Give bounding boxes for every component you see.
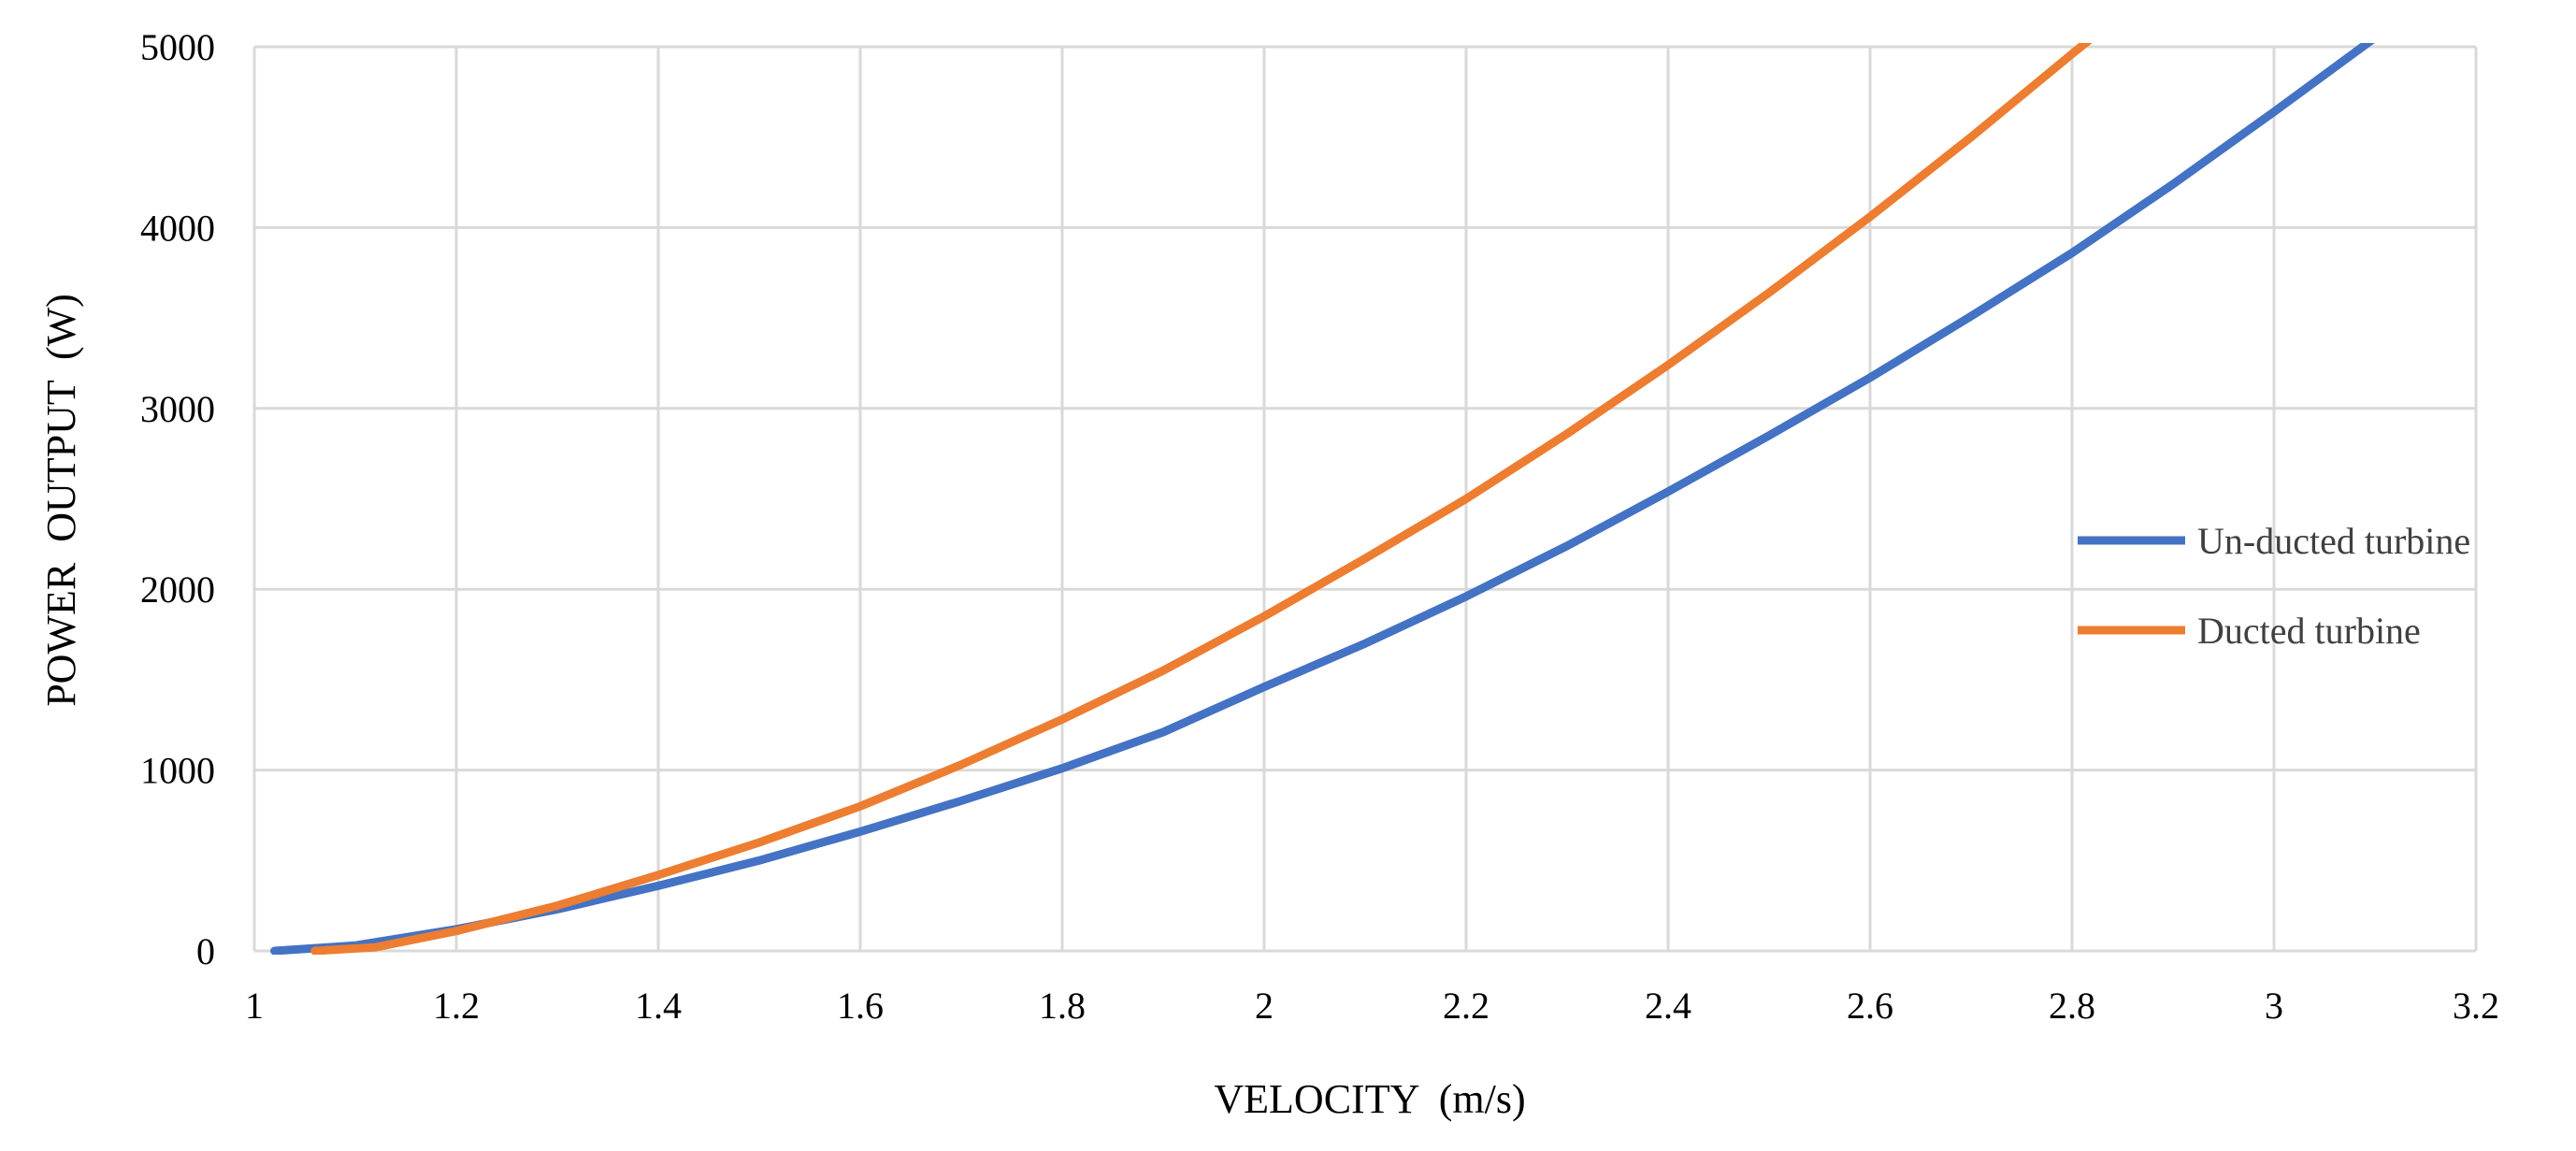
legend: Un-ducted turbine Ducted turbine	[2078, 520, 2470, 652]
x-tick-label: 2.8	[2049, 985, 2095, 1027]
y-tick-label: 4000	[140, 207, 215, 249]
y-axis-tick-labels: 0 1000 2000 3000 4000 5000	[140, 26, 215, 972]
series-lines	[270, 43, 2375, 955]
y-tick-label: 2000	[140, 568, 215, 611]
x-tick-label: 1.8	[1039, 985, 1086, 1027]
y-tick-label: 1000	[140, 750, 215, 792]
legend-label: Ducted turbine	[2197, 610, 2421, 652]
x-tick-label: 1.6	[837, 985, 884, 1027]
y-axis-title: POWER OUTPUT (W)	[38, 294, 84, 707]
x-tick-label: 2	[1255, 985, 1274, 1027]
x-tick-label: 1	[245, 985, 264, 1027]
x-tick-label: 1.4	[635, 985, 682, 1027]
x-tick-label: 2.6	[1847, 985, 1893, 1027]
series-line-unducted	[270, 43, 2375, 955]
x-axis-tick-labels: 1 1.2 1.4 1.6 1.8 2 2.2 2.4 2.6 2.8 3 3.2	[245, 985, 2499, 1027]
y-tick-label: 0	[196, 930, 215, 972]
x-tick-label: 3.2	[2453, 985, 2499, 1027]
x-tick-label: 2.2	[1443, 985, 1489, 1027]
x-axis-title: VELOCITY (m/s)	[1214, 1076, 1525, 1122]
legend-label: Un-ducted turbine	[2197, 520, 2470, 562]
grid-lines	[252, 45, 2478, 953]
y-tick-label: 5000	[140, 26, 215, 68]
y-tick-label: 3000	[140, 388, 215, 430]
x-tick-label: 3	[2265, 985, 2283, 1027]
x-tick-label: 2.4	[1645, 985, 1691, 1027]
x-tick-label: 1.2	[433, 985, 480, 1027]
series-line-ducted	[310, 43, 2093, 955]
